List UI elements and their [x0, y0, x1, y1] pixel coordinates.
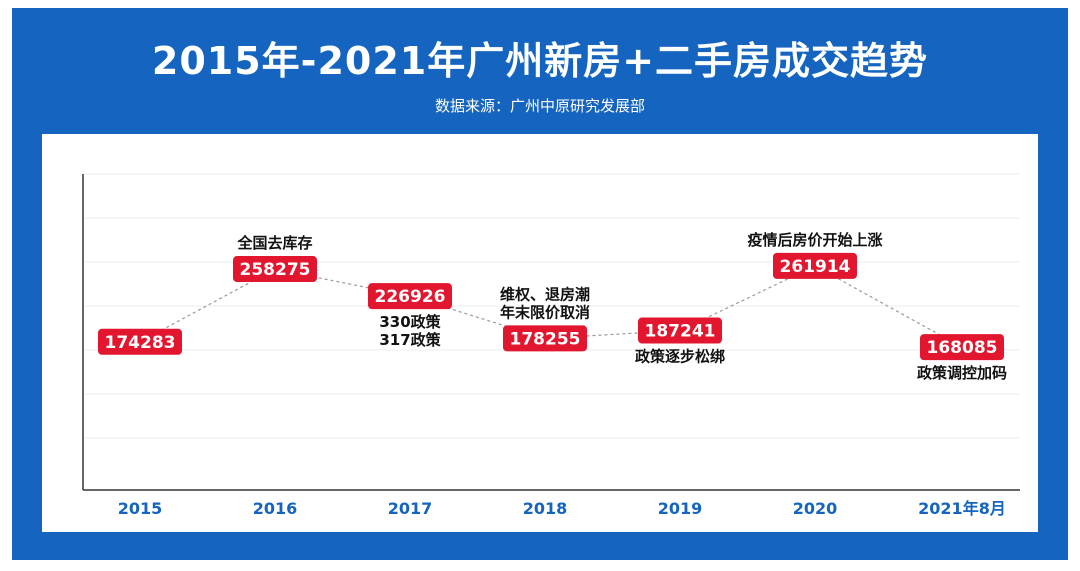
axes [82, 174, 1020, 491]
annotation-text: 330政策 [379, 313, 441, 331]
annotation-text: 全国去库存 [236, 234, 312, 252]
annotation-text: 维权、退房潮 [500, 285, 590, 303]
x-tick-label: 2016 [253, 499, 298, 518]
data-label: 187241 [638, 317, 722, 344]
data-label: 258275 [233, 256, 317, 283]
data-label-box [233, 256, 317, 283]
data-source: 数据来源：广州中原研究发展部 [434, 97, 645, 115]
annotation-text: 政策调控加码 [917, 364, 1007, 382]
x-tick-labels: 2015 2016 2017 2018 2019 2020 2021年8月 [118, 499, 1006, 518]
x-tick-label: 2018 [523, 499, 568, 518]
data-label-text: 178255 [510, 329, 581, 349]
data-label-box [920, 334, 1004, 361]
data-label-text: 174283 [105, 333, 176, 353]
chart-title: 2015年-2021年广州新房+二手房成交趋势 [151, 39, 929, 83]
data-label: 226926 [368, 283, 452, 310]
x-tick-label: 2015 [118, 499, 163, 518]
x-tick-label: 2017 [388, 499, 433, 518]
data-label: 168085 [920, 334, 1004, 361]
data-label-box [773, 252, 857, 279]
x-tick-label: 2021年8月 [918, 499, 1006, 518]
data-label: 178255 [503, 325, 587, 352]
data-label-box [503, 325, 587, 352]
data-label-text: 187241 [645, 322, 716, 342]
data-label: 174283 [98, 328, 182, 355]
data-label-text: 261914 [780, 257, 851, 277]
annotation-text: 疫情后房价开始上涨 [747, 231, 882, 249]
data-label-box [368, 283, 452, 310]
data-label-text: 226926 [375, 287, 446, 307]
annotation-text: 年末限价取消 [500, 303, 590, 321]
data-label: 261914 [773, 252, 857, 279]
data-label-box [638, 317, 722, 344]
data-label-text: 168085 [927, 338, 998, 358]
data-labels: 174283 258275 226926 178255 187241 261914 1680… [98, 252, 1004, 361]
x-tick-label: 2020 [793, 499, 838, 518]
x-tick-label: 2019 [658, 499, 703, 518]
data-label-box [98, 328, 182, 355]
annotation-text: 政策逐步松绑 [635, 348, 725, 366]
data-label-text: 258275 [240, 260, 311, 280]
annotation-text: 317政策 [379, 331, 441, 349]
